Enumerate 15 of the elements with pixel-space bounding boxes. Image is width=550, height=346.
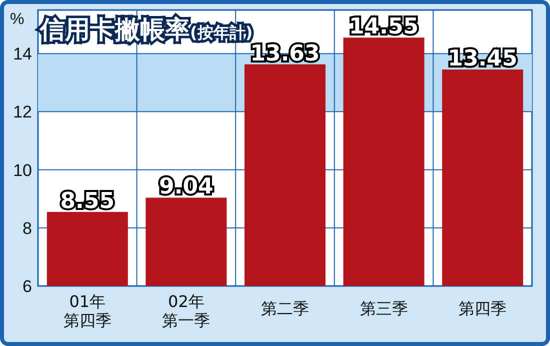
data-label: 8.55 (60, 188, 115, 214)
data-label: 13.45 (448, 46, 518, 72)
y-tick-label: 12 (13, 102, 32, 122)
x-tick-label: 第二季 (261, 299, 309, 318)
data-label: 14.55 (349, 14, 419, 40)
x-tick-label: 第三季 (360, 299, 408, 318)
y-tick-label: 14 (13, 44, 32, 64)
y-tick-label: 6 (22, 277, 32, 296)
x-tick-label: 01年第四季 (63, 292, 112, 330)
data-label: 9.04 (159, 174, 214, 200)
x-tick-label: 02年第一季 (162, 292, 210, 330)
x-tick-label: 第四季 (458, 299, 507, 318)
y-tick-label: 10 (13, 160, 32, 180)
y-axis-title: % (10, 11, 24, 28)
y-tick-label: 8 (22, 218, 32, 238)
